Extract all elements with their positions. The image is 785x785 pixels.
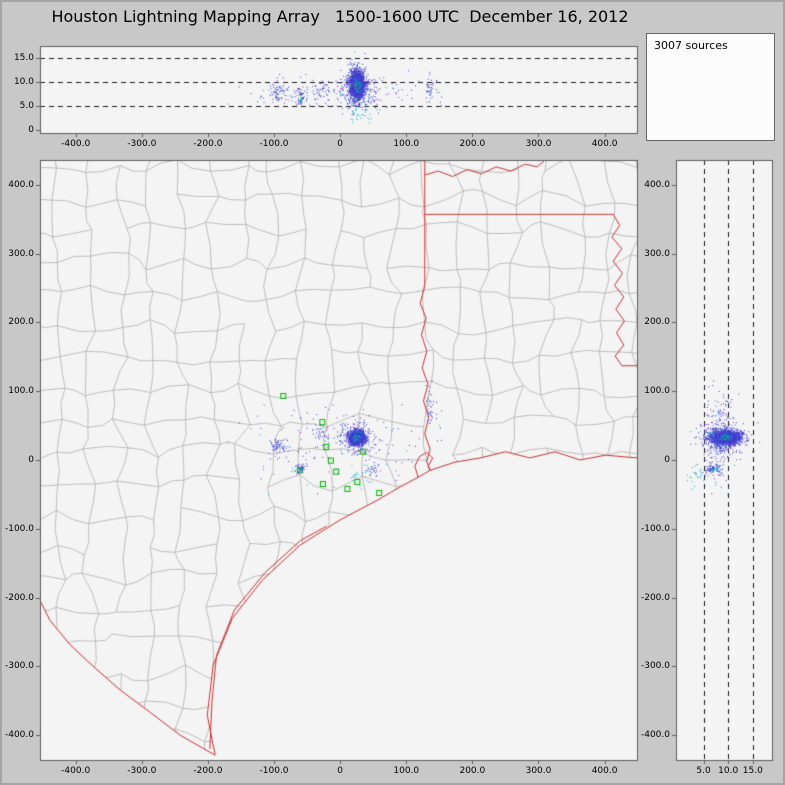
tick-label: 400.0	[644, 179, 670, 190]
window-title: Houston Lightning Mapping Array 1500-160…	[51, 7, 629, 26]
tick-label: 10.0	[13, 76, 34, 87]
tick-label: 0	[664, 455, 670, 465]
tick-label: 300.0	[8, 248, 34, 259]
tick-label: 10.0	[718, 766, 739, 776]
tick-label: 400.0	[591, 766, 618, 776]
ew-altitude-panel[interactable]	[40, 46, 637, 133]
tick-label: 0	[337, 766, 343, 776]
ns-altitude-panel[interactable]	[676, 160, 772, 760]
tick-label: 0	[337, 139, 343, 149]
tick-label: -400.0	[4, 730, 34, 741]
tick-label: 15.0	[742, 766, 763, 776]
tick-label: -100.0	[4, 523, 34, 534]
tick-label: -200.0	[193, 139, 223, 149]
tick-label: -100.0	[259, 766, 289, 776]
tick-label: -200.0	[4, 592, 34, 603]
tick-label: -100.0	[640, 523, 670, 534]
tick-label: 100.0	[393, 766, 420, 776]
tick-label: 0	[28, 455, 34, 465]
tick-label: 15.0	[13, 52, 34, 63]
tick-label: -300.0	[640, 661, 670, 672]
tick-label: 0	[28, 125, 34, 136]
tick-label: -300.0	[127, 766, 157, 776]
tick-label: -400.0	[61, 139, 91, 149]
tick-label: 200.0	[459, 139, 486, 149]
tick-label: 100.0	[644, 386, 670, 397]
tick-label: 100.0	[8, 386, 34, 397]
tick-label: 300.0	[525, 139, 552, 149]
tick-label: 200.0	[459, 766, 486, 776]
tick-label: 300.0	[644, 248, 670, 259]
tick-label: -200.0	[640, 592, 670, 603]
tick-label: -400.0	[640, 730, 670, 741]
tick-label: -200.0	[193, 766, 223, 776]
tick-label: 5.0	[19, 100, 34, 111]
tick-label: 200.0	[8, 317, 34, 328]
tick-label: -400.0	[61, 766, 91, 776]
tick-label: 100.0	[393, 139, 420, 149]
tick-label: -300.0	[127, 139, 157, 149]
tick-label: 400.0	[8, 179, 34, 190]
tick-label: 400.0	[591, 139, 618, 149]
tick-label: 5.0	[696, 766, 711, 776]
tick-label: -300.0	[4, 661, 34, 672]
tick-label: 200.0	[644, 317, 670, 328]
plan-view-panel[interactable]	[40, 160, 637, 760]
tick-label: -100.0	[259, 139, 289, 149]
tick-label: 300.0	[525, 766, 552, 776]
